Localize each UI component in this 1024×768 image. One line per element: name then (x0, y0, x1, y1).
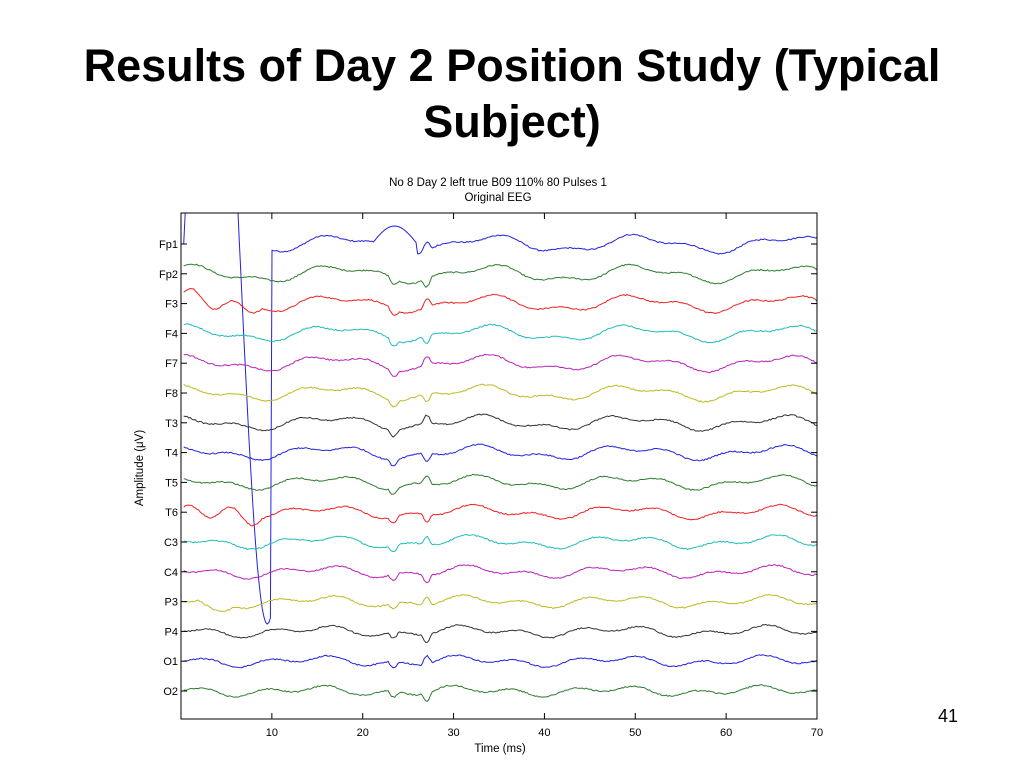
y-tick-label: T6 (165, 507, 178, 519)
y-tick-group: Fp1 Fp2 F3 F4 F7 F8 T3 T4 T5 T6 C3 C4 P3 P4 O1 O2 (159, 239, 817, 698)
trace-fp1 (183, 213, 817, 625)
x-tick-group: 10 20 30 40 50 60 70 (266, 213, 823, 739)
y-axis-label: Amplitude (μV) (134, 430, 146, 506)
trace-t3 (183, 413, 817, 438)
trace-c3 (183, 533, 817, 553)
x-axis-label: Time (ms) (474, 743, 525, 755)
trace-fp2 (183, 263, 817, 289)
trace-p4 (183, 623, 817, 644)
trace-t4 (183, 443, 817, 467)
trace-t6 (183, 503, 817, 527)
trace-p3 (183, 593, 817, 612)
trace-o1 (183, 654, 817, 669)
x-tick-label: 50 (629, 727, 641, 739)
y-tick-label: O1 (163, 656, 178, 668)
trace-f8 (183, 383, 817, 408)
y-tick-label: F7 (165, 358, 178, 370)
y-tick-label: P4 (165, 626, 178, 638)
trace-f3 (183, 287, 817, 316)
y-tick-label: O2 (163, 686, 178, 698)
y-tick-label: C3 (164, 537, 178, 549)
trace-o2 (183, 684, 817, 702)
axes-group (180, 212, 818, 720)
x-tick-label: 70 (811, 727, 823, 739)
y-tick-label: P3 (165, 597, 178, 609)
y-tick-label: F8 (165, 388, 178, 400)
chart-title: No 8 Day 2 left true B09 110% 80 Pulses … (389, 177, 607, 189)
trace-c4 (183, 563, 817, 584)
x-tick-label: 20 (357, 727, 369, 739)
trace-t5 (183, 473, 817, 495)
y-tick-label: F4 (165, 328, 178, 340)
x-tick-label: 40 (538, 727, 550, 739)
x-tick-label: 10 (266, 727, 278, 739)
y-tick-label: F3 (165, 299, 178, 311)
y-tick-label: T3 (165, 418, 178, 430)
trace-f7 (183, 353, 817, 377)
y-tick-label: Fp1 (159, 239, 178, 251)
x-tick-label: 60 (720, 727, 732, 739)
y-tick-label: Fp2 (159, 269, 178, 281)
y-tick-label: C4 (164, 567, 178, 579)
trace-group (183, 213, 817, 702)
slide-title: Results of Day 2 Position Study (Typical… (83, 40, 941, 147)
x-tick-label: 30 (447, 727, 459, 739)
y-tick-label: T5 (165, 477, 178, 489)
chart-subtitle: Original EEG (464, 192, 531, 204)
plot-frame (180, 212, 818, 720)
trace-f4 (183, 323, 817, 347)
y-tick-label: T4 (165, 448, 178, 460)
page-number: 41 (938, 706, 959, 726)
